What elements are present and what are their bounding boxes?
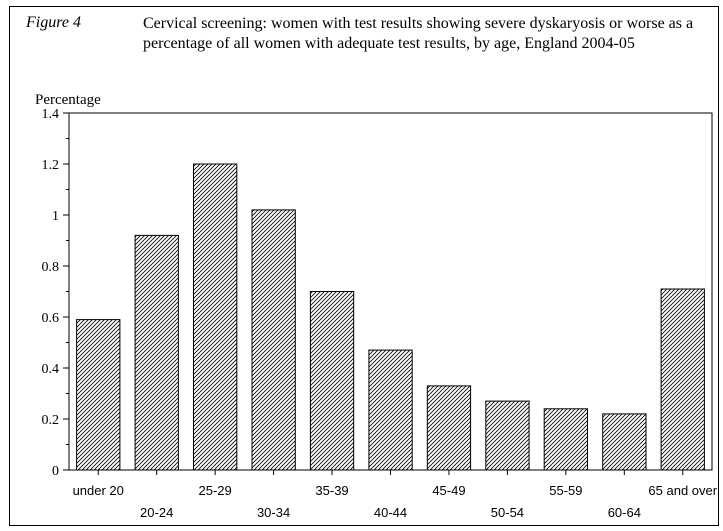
x-category-label: 30-34 — [257, 505, 290, 520]
bar-35-39 — [309, 291, 355, 471]
x-category-label: under 20 — [73, 483, 124, 498]
bar-65-and-over — [660, 288, 705, 471]
x-category-label: 60-64 — [608, 505, 641, 520]
y-tick-label: 0.4 — [42, 362, 60, 377]
x-category-label: 50-54 — [491, 505, 524, 520]
x-category-label: 45-49 — [432, 483, 465, 498]
figure-label: Figure 4 — [26, 14, 81, 31]
x-category-label: 35-39 — [315, 483, 348, 498]
bar-55-59 — [543, 408, 589, 471]
bar-60-64 — [602, 413, 647, 471]
y-tick-label: 0.2 — [42, 413, 60, 428]
x-category-label: 25-29 — [199, 483, 232, 498]
y-axis-label: Percentage — [35, 92, 101, 108]
bar-25-29 — [193, 163, 238, 471]
y-tick-label: 0.6 — [42, 311, 60, 326]
x-category-label: 55-59 — [549, 483, 582, 498]
x-category-label: 40-44 — [374, 505, 407, 520]
x-category-label: 65 and over — [648, 483, 717, 498]
figure-frame — [9, 6, 719, 526]
y-axis: 0 0.2 0.4 0.6 0.8 1 1.2 1.4 — [42, 107, 69, 479]
bar-40-44 — [368, 349, 413, 471]
bar-under-20 — [76, 319, 121, 471]
figure-title: Cervical screening: women with test resu… — [143, 15, 694, 52]
bar-30-34 — [251, 209, 296, 471]
x-axis: under 20 20-24 25-29 30-34 35-39 40-44 45-49 50… — [73, 470, 718, 520]
y-tick-label: 1.4 — [42, 107, 60, 122]
x-category-label: 20-24 — [140, 505, 173, 520]
y-tick-label: 1 — [52, 209, 59, 224]
bar-45-49 — [426, 385, 472, 471]
bar-20-24 — [134, 234, 179, 471]
y-tick-label: 0 — [52, 464, 59, 479]
bars-group — [76, 163, 705, 471]
y-tick-label: 0.8 — [42, 260, 60, 275]
bar-50-54 — [485, 400, 530, 471]
y-tick-label: 1.2 — [42, 158, 60, 173]
